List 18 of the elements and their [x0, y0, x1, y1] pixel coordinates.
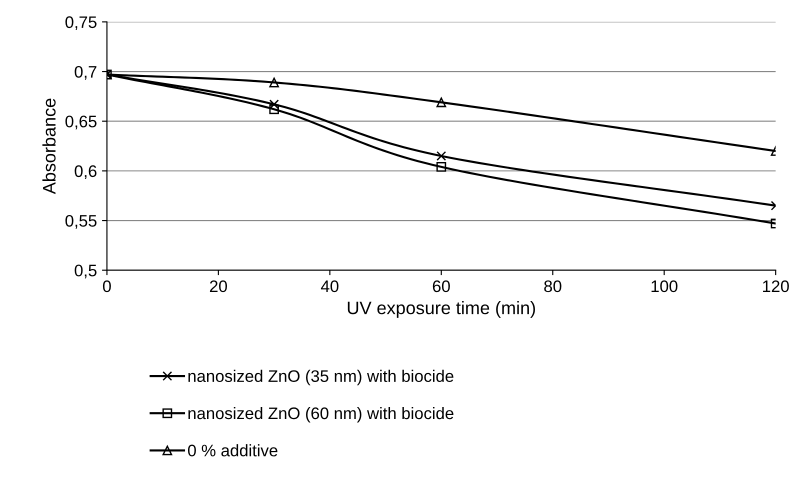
x-tick-label: 60: [432, 280, 450, 292]
y-tick-label: 0,5: [74, 264, 97, 278]
legend-label: 0 % additive: [188, 444, 278, 456]
x-axis-title: UV exposure time (min): [348, 301, 535, 318]
y-tick-label: 0,55: [65, 214, 97, 229]
x-tick-label: 80: [544, 280, 562, 292]
y-tick-label: 0,65: [65, 116, 97, 130]
x-tick-label: 100: [652, 280, 678, 292]
x-tick-label: 20: [210, 280, 228, 292]
y-tick-label: 0,7: [74, 66, 96, 80]
y-axis-title: Absorbance: [42, 98, 56, 194]
x-tick-label: 0: [102, 280, 111, 292]
legend-label: nanosized ZnO (60 nm) with biocide: [188, 406, 454, 423]
x-tick-label: 120: [763, 280, 789, 292]
y-tick-label: 0,6: [74, 165, 96, 180]
legend-label: nanosized ZnO (35 nm) with biocide: [188, 370, 454, 386]
y-tick-label: 0,75: [65, 16, 97, 30]
x-tick-label: 40: [320, 280, 338, 292]
